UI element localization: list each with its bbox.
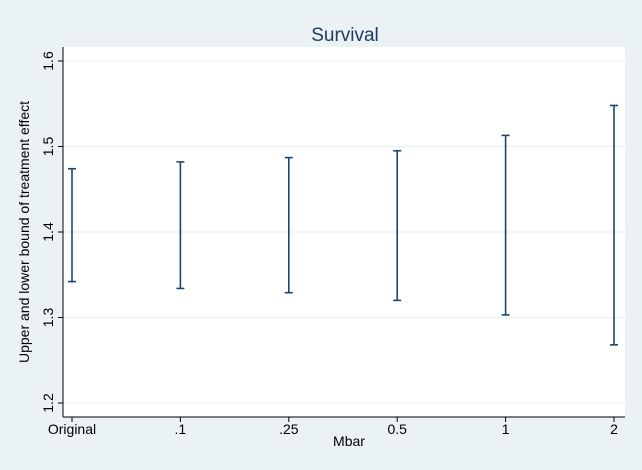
error-bars [68, 104, 618, 346]
error-bar [610, 104, 618, 346]
grid-lines [63, 60, 625, 404]
error-bar [176, 161, 185, 290]
error-bar [501, 134, 510, 316]
y-axis: 1.2 1.3 1.4 1.5 1.6 [40, 47, 64, 417]
y-tick-label: 1.5 [40, 137, 56, 157]
x-tick-label: 0.5 [387, 421, 407, 437]
x-tick-label: .25 [279, 421, 299, 437]
error-bar [68, 167, 76, 283]
y-axis-label: Upper and lower bound of treatment effec… [16, 101, 32, 363]
y-tick-label: 1.6 [40, 51, 56, 71]
error-bar [284, 156, 293, 294]
x-tick-label: 2 [610, 421, 618, 437]
x-tick-label: .1 [175, 421, 187, 437]
y-tick-label: 1.3 [40, 308, 56, 328]
x-tick-label: 1 [502, 421, 510, 437]
x-tick-label: Original [48, 421, 96, 437]
error-bar [393, 149, 402, 302]
y-tick-label: 1.2 [40, 393, 56, 413]
chart-title: Survival [311, 25, 379, 46]
y-tick-label: 1.4 [40, 222, 56, 242]
x-axis-label: Mbar [333, 433, 365, 449]
x-axis: Original .1 .25 0.5 1 2 [48, 416, 625, 437]
